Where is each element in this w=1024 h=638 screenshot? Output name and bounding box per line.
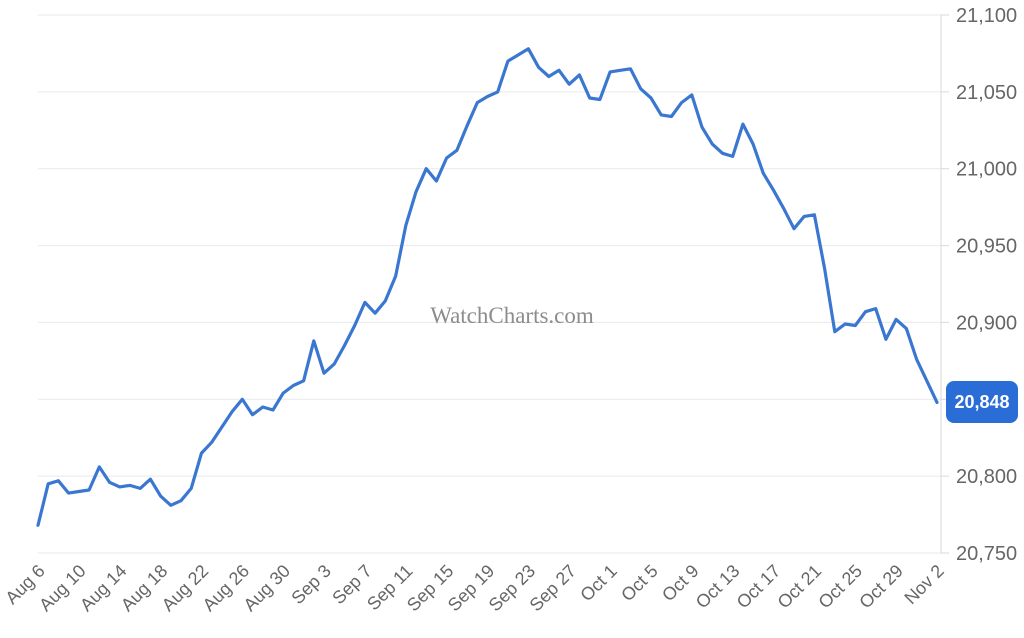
x-axis-label: Nov 2	[900, 561, 947, 608]
x-axis-label: Aug 30	[240, 561, 294, 615]
y-axis: 20,75020,80020,85020,90020,95021,00021,0…	[940, 5, 1017, 565]
x-axis-label: Oct 25	[814, 561, 866, 613]
current-price-badge: 20,848	[946, 381, 1018, 424]
y-axis-label: 21,050	[956, 82, 1017, 104]
y-axis-label: 21,100	[956, 5, 1017, 27]
x-axis-label: Oct 13	[692, 561, 744, 613]
series	[36, 47, 939, 527]
x-axis-label: Oct 21	[774, 561, 826, 613]
price-line[interactable]	[36, 47, 939, 527]
y-axis-label: 21,000	[956, 159, 1017, 181]
x-axis-label: Sep 27	[526, 561, 580, 615]
y-axis-label: 20,950	[956, 236, 1017, 258]
y-axis-label: 20,900	[956, 312, 1017, 334]
x-axis-label: Sep 3	[287, 561, 334, 608]
x-axis-label: Oct 29	[855, 561, 907, 613]
y-axis-label: 20,800	[956, 466, 1017, 488]
x-axis-label: Oct 1	[576, 561, 621, 606]
gridlines	[38, 14, 941, 554]
x-axis-label: Oct 17	[733, 561, 785, 613]
x-axis-label: Oct 5	[617, 561, 662, 606]
y-axis-label: 20,750	[956, 543, 1017, 565]
